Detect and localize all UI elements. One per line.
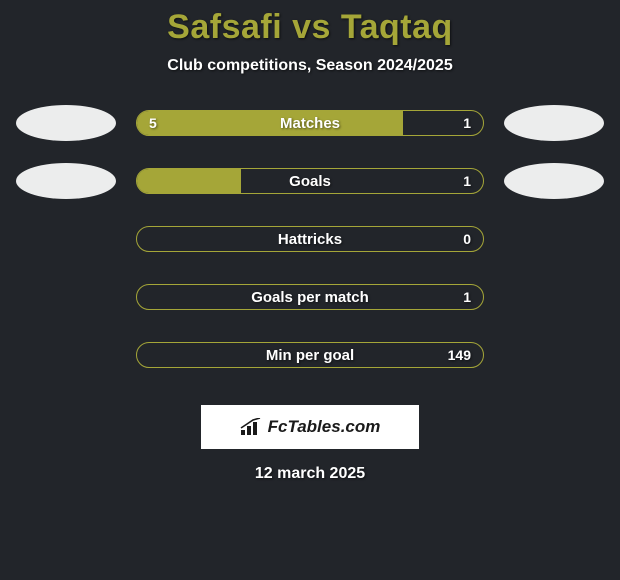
widget-container: Safsafi vs Taqtaq Club competitions, Sea… xyxy=(0,0,620,483)
player-right-ellipse-icon xyxy=(504,163,604,199)
page-subtitle: Club competitions, Season 2024/2025 xyxy=(0,57,620,75)
ellipse-spacer xyxy=(504,337,604,373)
brand-text: FcTables.com xyxy=(268,417,381,437)
stat-bar-fill xyxy=(137,111,403,135)
stat-row: Min per goal149 xyxy=(0,337,620,373)
stat-bar: Hattricks0 xyxy=(136,226,484,252)
footer-date: 12 march 2025 xyxy=(0,465,620,483)
stat-row: Goals1 xyxy=(0,163,620,199)
stat-right-value: 1 xyxy=(463,285,471,309)
stat-row: Goals per match1 xyxy=(0,279,620,315)
stat-right-value: 1 xyxy=(463,111,471,135)
stat-row: Hattricks0 xyxy=(0,221,620,257)
brand-chart-icon xyxy=(240,418,262,436)
stat-row: 5Matches1 xyxy=(0,105,620,141)
player-left-ellipse-icon xyxy=(16,105,116,141)
ellipse-spacer xyxy=(16,221,116,257)
stat-left-value: 5 xyxy=(149,111,157,135)
stats-rows: 5Matches1 Goals1 Hattricks0 Goals per match… xyxy=(0,105,620,373)
stat-label: Min per goal xyxy=(137,343,483,367)
stat-bar: Goals1 xyxy=(136,168,484,194)
stat-bar: Min per goal149 xyxy=(136,342,484,368)
ellipse-spacer xyxy=(504,221,604,257)
player-left-ellipse-icon xyxy=(16,163,116,199)
ellipse-spacer xyxy=(16,337,116,373)
ellipse-spacer xyxy=(16,279,116,315)
brand-box[interactable]: FcTables.com xyxy=(201,405,419,449)
page-title: Safsafi vs Taqtaq xyxy=(0,8,620,47)
stat-bar-fill xyxy=(137,169,241,193)
ellipse-spacer xyxy=(504,279,604,315)
stat-right-value: 1 xyxy=(463,169,471,193)
stat-label: Goals per match xyxy=(137,285,483,309)
stat-label: Hattricks xyxy=(137,227,483,251)
stat-right-value: 0 xyxy=(463,227,471,251)
player-right-ellipse-icon xyxy=(504,105,604,141)
stat-right-value: 149 xyxy=(448,343,471,367)
stat-bar: 5Matches1 xyxy=(136,110,484,136)
stat-bar: Goals per match1 xyxy=(136,284,484,310)
